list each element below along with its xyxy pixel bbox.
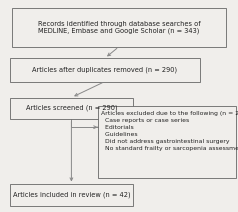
- Bar: [10, 58, 200, 82]
- Text: Articles screened (n = 290): Articles screened (n = 290): [26, 105, 117, 111]
- Bar: [12, 8, 226, 47]
- Text: Articles after duplicates removed (n = 290): Articles after duplicates removed (n = 2…: [32, 67, 177, 73]
- Bar: [98, 106, 236, 178]
- Text: Articles included in review (n = 42): Articles included in review (n = 42): [13, 192, 130, 198]
- Text: Articles excluded due to the following (n = 248):
  Case reports or case series
: Articles excluded due to the following (…: [101, 111, 238, 151]
- Text: Records identified through database searches of
MEDLINE, Embase and Google Schol: Records identified through database sear…: [38, 21, 200, 34]
- Bar: [10, 98, 133, 119]
- Bar: [10, 184, 133, 206]
